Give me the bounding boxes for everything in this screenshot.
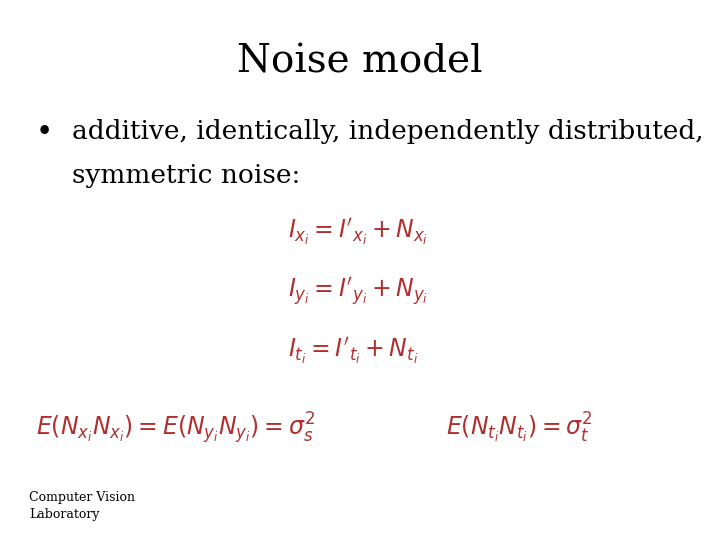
Text: symmetric noise:: symmetric noise:: [72, 163, 300, 188]
Text: $E(N_{x_i} N_{x_i}) = E(N_{y_i} N_{y_i}) = \sigma_s^2$: $E(N_{x_i} N_{x_i}) = E(N_{y_i} N_{y_i})…: [36, 410, 315, 446]
Text: $I_{x_i} = I'_{x_i} + N_{x_i}$: $I_{x_i} = I'_{x_i} + N_{x_i}$: [288, 216, 428, 247]
Text: $E(N_{t_i} N_{t_i}) = \sigma_t^2$: $E(N_{t_i} N_{t_i}) = \sigma_t^2$: [446, 410, 593, 445]
Text: •: •: [36, 119, 53, 147]
Text: $I_{t_i} = I'_{t_i} + N_{t_i}$: $I_{t_i} = I'_{t_i} + N_{t_i}$: [288, 335, 418, 366]
Text: Noise model: Noise model: [238, 43, 482, 80]
Text: $I_{y_i} = I'_{y_i} + N_{y_i}$: $I_{y_i} = I'_{y_i} + N_{y_i}$: [288, 275, 428, 308]
Text: Computer Vision
Laboratory: Computer Vision Laboratory: [29, 491, 135, 522]
Text: additive, identically, independently distributed,: additive, identically, independently dis…: [72, 119, 703, 144]
